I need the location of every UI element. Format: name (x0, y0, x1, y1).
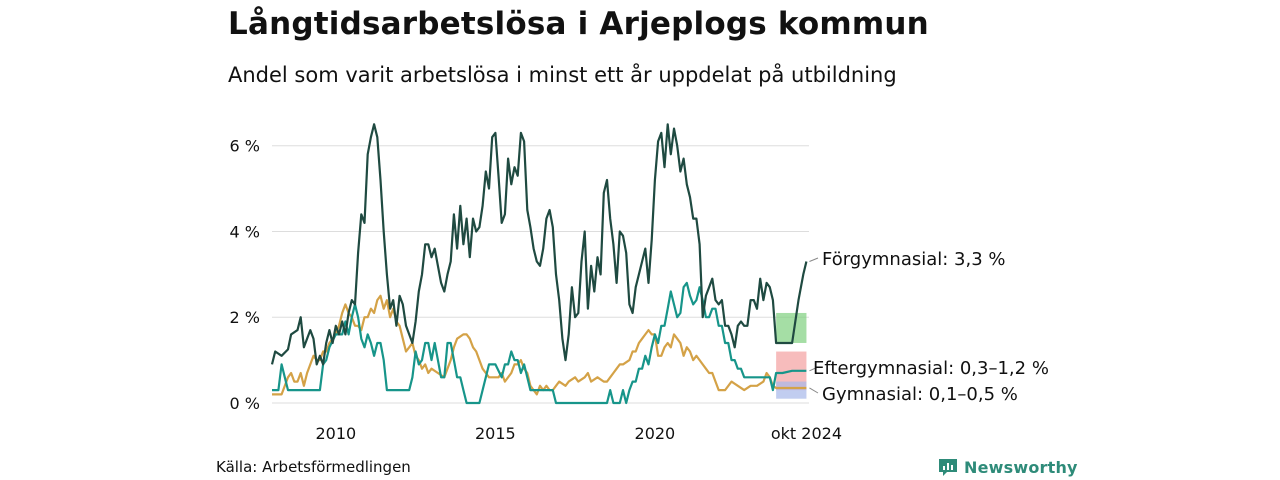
end-label-2: Gymnasial: 0,1–0,5 % (822, 384, 1018, 405)
end-label-leader-1 (809, 366, 819, 372)
chart-subtitle: Andel som varit arbetslösa i minst ett å… (228, 63, 897, 87)
uncertainty-bands (776, 312, 807, 399)
range-band-2 (776, 381, 807, 399)
series-line-2 (272, 294, 807, 396)
x-tick-label-2: 2020 (635, 424, 676, 443)
x-tick-label-0: 2010 (315, 424, 356, 443)
series-line-1 (272, 281, 807, 405)
x-tick-label-1: 2015 (475, 424, 516, 443)
y-tick-label-1: 2 % (230, 308, 260, 327)
end-label-leader-0 (809, 257, 819, 262)
brand-name: Newsworthy (964, 457, 1078, 477)
end-label-1: Eftergymnasial: 0,3–1,2 % (813, 358, 1049, 379)
axis-and-end-labels: 0 % 2 % 4 % 6 % 2010 2015 2020 okt 2024 Förgymna… (230, 137, 1049, 443)
newsworthy-icon (939, 459, 957, 476)
x-tick-label-3: okt 2024 (771, 424, 842, 443)
end-label-leader-2 (809, 387, 819, 394)
y-tick-label-0: 0 % (230, 394, 260, 413)
end-label-0: Förgymnasial: 3,3 % (822, 249, 1006, 270)
chart-title: Långtidsarbetslösa i Arjeplogs kommun (228, 6, 929, 42)
grid-lines (272, 145, 809, 404)
y-tick-label-3: 6 % (230, 137, 260, 156)
brand-logo: Newsworthy (938, 456, 1078, 478)
series-line-0 (270, 123, 808, 366)
range-band-0 (776, 312, 807, 343)
series-lines (270, 123, 808, 405)
source-note: Källa: Arbetsförmedlingen (216, 458, 411, 476)
y-tick-label-2: 4 % (230, 222, 260, 241)
